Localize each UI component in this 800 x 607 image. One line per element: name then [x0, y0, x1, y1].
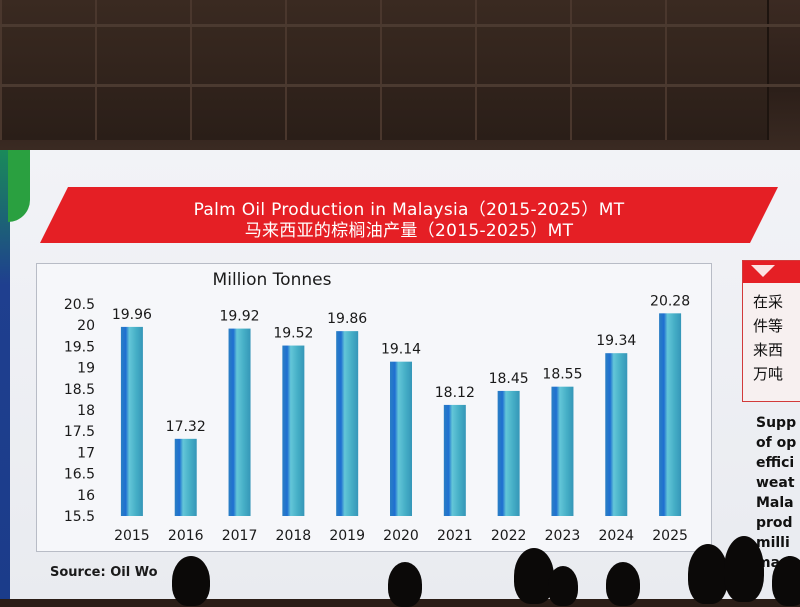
x-tick-label: 2022 — [491, 528, 527, 544]
data-label: 19.86 — [327, 311, 367, 327]
y-tick-label: 19.5 — [64, 339, 95, 355]
audience-head — [606, 562, 640, 606]
venue-ceiling — [0, 0, 800, 150]
bar — [228, 328, 251, 516]
slide-edge-bar — [0, 150, 10, 599]
projected-slide: Palm Oil Production in Malaysia（2015-202… — [0, 150, 800, 599]
y-tick-label: 17 — [77, 445, 95, 461]
y-tick-label: 16.5 — [64, 467, 95, 483]
ceiling-panel — [190, 0, 294, 140]
bar — [659, 313, 682, 516]
ceiling-panel — [570, 0, 674, 140]
bar — [120, 326, 143, 516]
audience-head — [514, 548, 554, 604]
ceiling-panel — [95, 0, 199, 140]
x-tick-label: 2020 — [383, 528, 419, 544]
bar — [551, 386, 574, 516]
side-text-line: 在采 — [753, 293, 784, 311]
x-tick-label: 2019 — [329, 528, 365, 544]
y-tick-label: 16 — [77, 488, 95, 504]
data-label: 17.32 — [166, 419, 206, 435]
side-paragraph-line: milli — [756, 535, 790, 551]
ceiling-beam — [0, 24, 800, 27]
side-text-line: 件等 — [753, 317, 784, 335]
y-tick-label: 19 — [77, 361, 95, 377]
y-tick-label: 18 — [77, 403, 95, 419]
bar — [336, 331, 359, 516]
banner-shape — [40, 187, 778, 243]
ceiling-panel — [380, 0, 484, 140]
data-label: 18.55 — [542, 367, 582, 383]
bar — [605, 353, 628, 516]
data-label: 18.12 — [435, 385, 475, 401]
ceiling-beam — [0, 84, 800, 87]
audience-head — [548, 566, 578, 606]
bar — [443, 404, 466, 516]
source-note: Source: Oil Wo — [50, 565, 158, 580]
slide-title-en: Palm Oil Production in Malaysia（2015-202… — [193, 200, 625, 220]
x-tick-label: 2016 — [168, 528, 204, 544]
chart-frame: Million Tonnes 15.5 16 16.5 17 17.5 18 18.5 19 1… — [36, 263, 712, 552]
x-tick-label: 2024 — [598, 528, 634, 544]
data-label: 19.92 — [219, 309, 259, 325]
side-paragraph-line: prod — [756, 515, 793, 531]
y-tick-label: 15.5 — [64, 509, 95, 525]
audience-head — [724, 536, 764, 602]
side-paragraph-line: effici — [756, 455, 795, 471]
side-text-line: 万吨 — [753, 365, 784, 383]
bar — [282, 345, 305, 516]
data-label: 19.96 — [112, 307, 152, 323]
side-paragraph-line: weat — [756, 475, 795, 491]
data-label: 19.34 — [596, 333, 636, 349]
ceiling-panel — [285, 0, 389, 140]
data-label: 19.52 — [273, 326, 313, 342]
bar — [390, 361, 412, 516]
side-paragraph-line: Supp — [756, 415, 797, 431]
slide-title-zh: 马来西亚的棕榈油产量（2015-2025）MT — [244, 221, 574, 241]
x-tick-label: 2018 — [276, 528, 312, 544]
slide-corner-accent — [8, 150, 30, 222]
y-tick-label: 20 — [77, 318, 95, 334]
chart-title: Million Tonnes — [212, 270, 332, 290]
audience-head — [688, 544, 728, 604]
bar — [497, 390, 520, 516]
side-callout: 在采 件等 来西 万吨 — [742, 260, 800, 402]
side-paragraph-line: of op — [756, 435, 797, 451]
x-tick-label: 2017 — [222, 528, 258, 544]
audience-head — [388, 562, 422, 607]
bar — [174, 438, 197, 516]
audience-head — [172, 556, 210, 606]
y-tick-label: 18.5 — [64, 382, 95, 398]
side-text-line: 来西 — [753, 341, 784, 359]
x-tick-label: 2025 — [652, 528, 688, 544]
data-label: 20.28 — [650, 293, 690, 309]
bar-chart: 15.5 16 16.5 17 17.5 18 18.5 19 19.5 20 20.5 19.96 2… — [64, 293, 690, 544]
side-callout-header — [743, 261, 800, 283]
y-tick-label: 20.5 — [64, 297, 95, 313]
ceiling-panel — [665, 0, 769, 140]
y-tick-label: 17.5 — [64, 424, 95, 440]
data-label: 19.14 — [381, 342, 421, 358]
x-tick-label: 2015 — [114, 528, 150, 544]
x-tick-label: 2021 — [437, 528, 473, 544]
ceiling-panel — [475, 0, 579, 140]
ceiling-panel — [0, 0, 104, 140]
title-banner: Palm Oil Production in Malaysia（2015-202… — [40, 187, 778, 243]
data-label: 18.45 — [489, 371, 529, 387]
audience-head — [772, 556, 800, 606]
side-paragraph-line: Mala — [756, 495, 794, 511]
x-tick-label: 2023 — [545, 528, 581, 544]
